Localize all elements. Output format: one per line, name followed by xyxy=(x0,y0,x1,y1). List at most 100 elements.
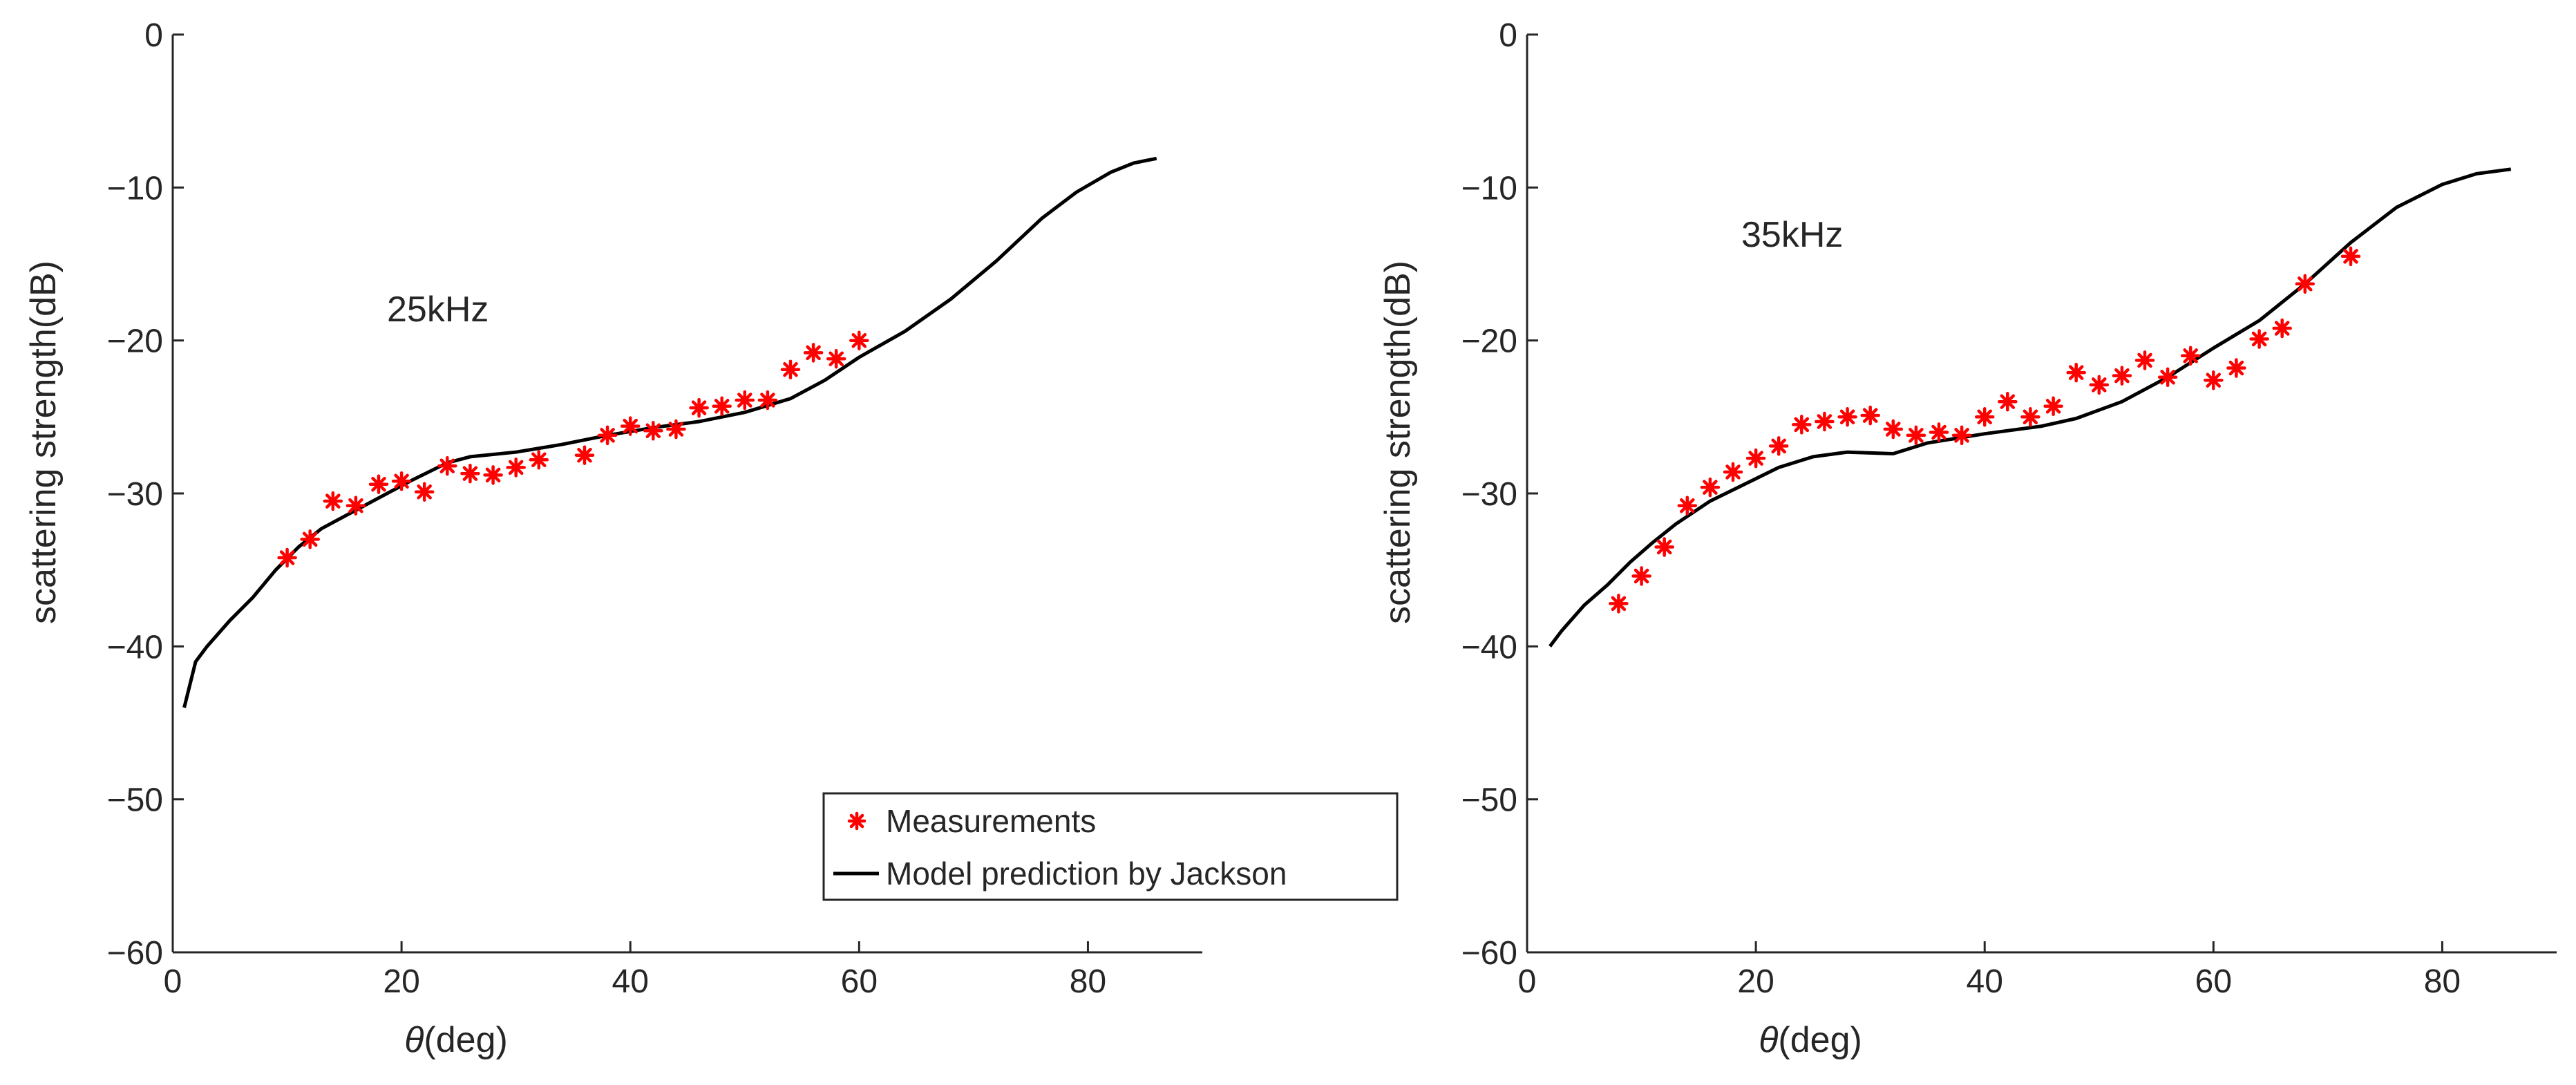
x-tick-label: 80 xyxy=(1070,963,1106,1000)
measurement-point xyxy=(1700,477,1721,498)
measurement-point xyxy=(597,425,618,446)
measurement-point xyxy=(1837,407,1857,427)
measurement-point xyxy=(666,419,686,440)
measurement-point xyxy=(2204,370,2224,390)
measurement-point xyxy=(1792,415,1812,435)
y-axis-label: scattering strength(dB) xyxy=(1378,261,1418,624)
measurement-point xyxy=(1609,594,1629,614)
y-tick-label: −50 xyxy=(1461,782,1517,819)
x-axis-label: θ(deg) xyxy=(1759,1020,1862,1060)
measurement-point xyxy=(1745,448,1766,469)
legend-box xyxy=(822,792,1399,901)
measurement-point xyxy=(460,463,480,484)
measurement-point xyxy=(345,496,366,516)
measurement-point xyxy=(689,397,709,418)
measurement-point xyxy=(2020,407,2040,427)
y-tick-label: 0 xyxy=(144,17,163,54)
model-prediction-line xyxy=(182,156,1157,708)
measurement-point xyxy=(391,471,412,491)
measurement-point xyxy=(1906,425,1926,446)
measurement-point xyxy=(735,390,755,411)
measurement-point xyxy=(2066,362,2086,383)
annotation-35khz: 35kHz xyxy=(1741,215,1843,255)
y-axis-label: scattering strength(dB) xyxy=(23,261,64,624)
measurement-point xyxy=(712,396,732,417)
measurement-point xyxy=(2043,396,2063,417)
x-tick-label: 40 xyxy=(1967,963,2003,1000)
annotation-25khz: 25kHz xyxy=(387,290,489,330)
measurement-point xyxy=(1815,411,1835,432)
measurement-point xyxy=(2340,246,2361,267)
x-tick-label: 60 xyxy=(2195,963,2232,1000)
measurement-point xyxy=(2089,375,2110,395)
y-tick-label: −40 xyxy=(107,629,163,666)
measurement-point xyxy=(1998,391,2018,412)
measurement-point xyxy=(414,482,435,502)
x-axis-symbol: θ xyxy=(1759,1020,1778,1060)
y-tick-label: −20 xyxy=(1461,323,1517,360)
measurement-point xyxy=(826,348,846,369)
legend-model-label: Model prediction by Jackson xyxy=(886,856,1287,891)
measurement-point xyxy=(1677,496,1698,516)
y-tick-label: −20 xyxy=(107,323,163,360)
measurement-point xyxy=(323,491,343,511)
measurement-point xyxy=(483,465,503,485)
measurement-point xyxy=(1929,422,1949,442)
legend-measurements-marker xyxy=(847,811,866,831)
measurement-point xyxy=(2272,318,2292,339)
y-tick-label: −60 xyxy=(107,935,163,972)
x-tick-label: 40 xyxy=(612,963,649,1000)
measurement-point xyxy=(2226,358,2246,378)
legend: Measurements Model prediction by Jackson xyxy=(822,792,1399,901)
measurement-point xyxy=(506,457,526,478)
measurement-point xyxy=(529,450,549,470)
measurement-point xyxy=(2157,367,2178,388)
measurement-point xyxy=(1974,407,1995,427)
y-tick-label: −30 xyxy=(1461,476,1517,513)
chart-25khz: 25kHz scattering strength(dB) θ(deg) 0 −1… xyxy=(23,17,1202,1060)
measurement-point xyxy=(2112,366,2132,386)
measurement-point xyxy=(643,421,663,441)
measurement-point xyxy=(437,455,457,476)
x-axis-unit: (deg) xyxy=(1778,1020,1862,1060)
measurement-point xyxy=(1860,405,1880,426)
x-tick-label: 60 xyxy=(841,963,878,1000)
x-axis-unit: (deg) xyxy=(424,1020,507,1060)
x-tick-label: 20 xyxy=(383,963,419,1000)
y-tick-label: −10 xyxy=(107,170,163,207)
measurement-point xyxy=(1768,436,1789,456)
measurement-point xyxy=(368,474,389,494)
measurement-point xyxy=(1723,462,1743,482)
measurement-point xyxy=(780,359,801,379)
measurement-point xyxy=(2249,329,2269,349)
y-tick-label: −50 xyxy=(107,782,163,819)
x-tick-label: 80 xyxy=(2424,963,2461,1000)
measurement-point xyxy=(1951,425,1972,446)
measurement-point xyxy=(2134,350,2155,370)
measurement-point xyxy=(2295,274,2315,294)
measurement-point xyxy=(757,390,778,411)
legend-measurements-label: Measurements xyxy=(886,803,1096,839)
x-tick-label: 20 xyxy=(1737,963,1774,1000)
measurement-point xyxy=(277,547,297,568)
y-tick-label: −10 xyxy=(1461,170,1517,207)
y-tick-label: 0 xyxy=(1499,17,1517,54)
measurement-point xyxy=(574,445,595,465)
measurement-point xyxy=(2180,346,2201,366)
measurement-point xyxy=(300,529,320,549)
measurement-point xyxy=(620,416,641,436)
x-axis-symbol: θ xyxy=(404,1020,424,1060)
y-tick-label: −60 xyxy=(1461,935,1517,972)
measurement-point xyxy=(1883,419,1904,440)
measurement-point xyxy=(849,330,869,350)
measurement-point xyxy=(803,343,824,363)
y-tick-label: −40 xyxy=(1461,629,1517,666)
y-tick-label: −30 xyxy=(107,476,163,513)
chart-35khz: 35kHz scattering strength(dB) θ(deg) 0 −1… xyxy=(1378,17,2557,1060)
measurement-point xyxy=(1631,566,1651,586)
x-axis-label: θ(deg) xyxy=(404,1020,508,1060)
x-tick-label: 0 xyxy=(1518,963,1537,1000)
measurement-point xyxy=(1654,537,1674,557)
x-tick-label: 0 xyxy=(164,963,182,1000)
